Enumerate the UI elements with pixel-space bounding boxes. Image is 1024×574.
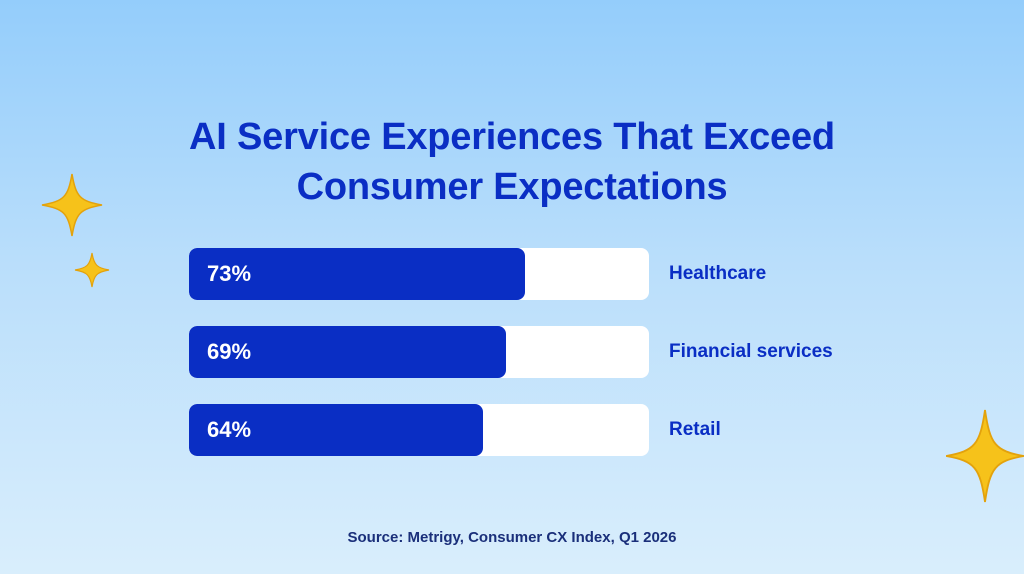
- chart-title-line-2: Consumer Expectations: [296, 166, 728, 208]
- category-label: Retail: [669, 419, 721, 440]
- bar-track: 69%: [189, 326, 649, 378]
- source-note: Source: Metrigy, Consumer CX Index, Q1 2…: [347, 529, 677, 546]
- bar-value-label: 73%: [207, 261, 252, 286]
- category-label: Financial services: [669, 341, 833, 362]
- sparkle-icon: [946, 409, 1024, 503]
- bar: 64%: [189, 404, 483, 456]
- chart-title: AI Service Experiences That Exceed Consu…: [0, 112, 1024, 212]
- sparkle-icon: [74, 252, 110, 288]
- sparkle-icon: [41, 173, 103, 237]
- bar-track: 64%: [189, 404, 649, 456]
- category-label: Healthcare: [669, 263, 767, 284]
- bar: 69%: [189, 326, 506, 378]
- bar-value-label: 69%: [207, 339, 252, 364]
- bar-track: 73%: [189, 248, 649, 300]
- bar-value-label: 64%: [207, 417, 252, 442]
- bar: 73%: [189, 248, 525, 300]
- chart-title-line-1: AI Service Experiences That Exceed: [189, 116, 835, 158]
